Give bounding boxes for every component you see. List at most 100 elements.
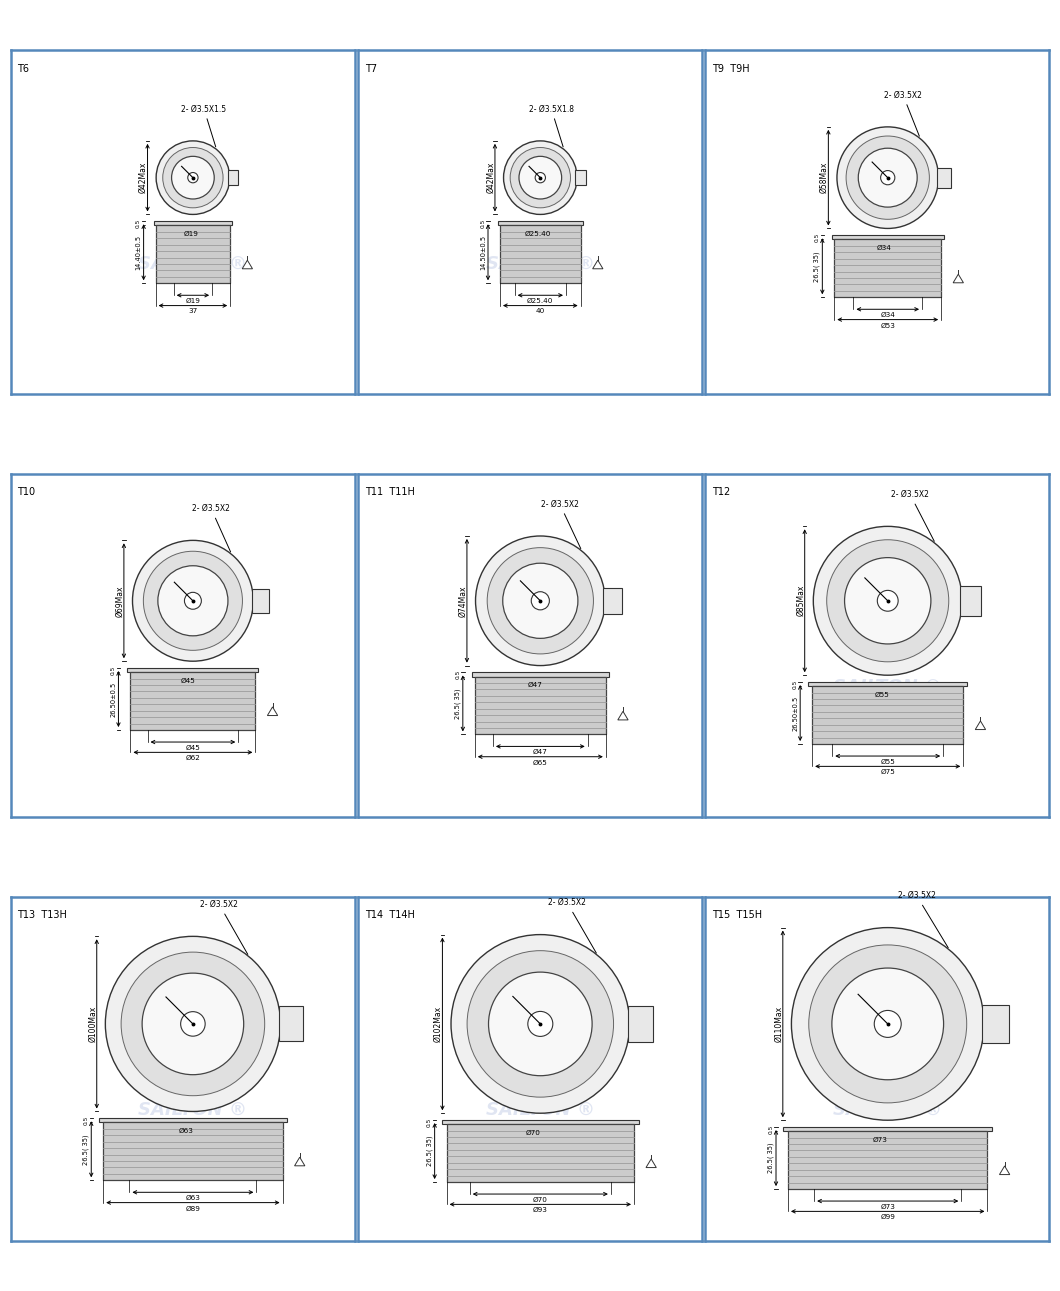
Text: 26.5( 35): 26.5( 35)	[455, 688, 461, 719]
Text: T13  T13H: T13 T13H	[17, 910, 68, 920]
Text: 0.5: 0.5	[455, 670, 460, 679]
Text: 0.5: 0.5	[793, 679, 797, 689]
Text: 0.5: 0.5	[427, 1118, 432, 1127]
Text: Ø42Max: Ø42Max	[487, 161, 495, 194]
Text: 0.5: 0.5	[815, 232, 819, 243]
Circle shape	[528, 1011, 553, 1037]
Circle shape	[859, 148, 917, 207]
Text: 0.5: 0.5	[768, 1124, 774, 1133]
Circle shape	[535, 173, 546, 183]
Text: T6: T6	[17, 65, 30, 74]
Bar	[127, 667, 259, 673]
Circle shape	[531, 591, 549, 609]
Text: 2- Ø3.5X2: 2- Ø3.5X2	[200, 900, 248, 954]
Text: Ø73: Ø73	[880, 1203, 895, 1210]
Bar	[475, 676, 605, 735]
Circle shape	[878, 590, 898, 611]
Circle shape	[172, 156, 214, 199]
Circle shape	[180, 1012, 206, 1037]
Text: SAILTON ®: SAILTON ®	[485, 678, 595, 696]
Bar	[834, 239, 941, 297]
Text: Ø62: Ø62	[186, 755, 200, 762]
Text: SAILTON ®: SAILTON ®	[139, 678, 247, 696]
Circle shape	[450, 935, 630, 1113]
Text: SAILTON ®: SAILTON ®	[485, 1101, 595, 1119]
Text: Ø55: Ø55	[874, 692, 889, 697]
Text: 0.5: 0.5	[480, 218, 485, 229]
Circle shape	[827, 540, 949, 662]
Text: Ø55: Ø55	[880, 759, 895, 764]
Text: 2- Ø3.5X2: 2- Ø3.5X2	[541, 500, 581, 549]
Circle shape	[510, 147, 570, 208]
Text: Ø47: Ø47	[528, 682, 543, 688]
Circle shape	[156, 141, 230, 214]
Text: 14.50±0.5: 14.50±0.5	[480, 235, 485, 270]
Text: 2- Ø3.5X2: 2- Ø3.5X2	[192, 503, 231, 553]
Text: Ø25.40: Ø25.40	[525, 231, 551, 236]
Bar	[576, 170, 586, 185]
Text: 26.50±0.5: 26.50±0.5	[110, 682, 117, 717]
Text: 26.5( 35): 26.5( 35)	[814, 250, 820, 281]
Text: 26.5( 35): 26.5( 35)	[767, 1143, 774, 1174]
Text: Ø85Max: Ø85Max	[796, 585, 806, 617]
Circle shape	[813, 527, 962, 675]
Circle shape	[846, 136, 930, 219]
Bar	[498, 221, 583, 226]
Bar	[783, 1127, 992, 1131]
Circle shape	[874, 1011, 901, 1038]
Text: Ø34: Ø34	[880, 312, 895, 318]
Text: Ø19: Ø19	[183, 231, 198, 236]
Bar	[500, 226, 581, 283]
Circle shape	[881, 170, 895, 185]
Bar	[788, 1131, 988, 1189]
Text: Ø73: Ø73	[873, 1136, 888, 1143]
Text: Ø42Max: Ø42Max	[139, 161, 148, 194]
Text: T7: T7	[365, 65, 377, 74]
Text: SAILTON ®: SAILTON ®	[485, 254, 595, 272]
Bar	[251, 589, 268, 613]
Text: Ø19: Ø19	[186, 298, 200, 303]
Text: 0.5: 0.5	[111, 665, 116, 675]
Text: 26.5( 35): 26.5( 35)	[426, 1136, 432, 1166]
Text: 0.5: 0.5	[84, 1115, 89, 1124]
Bar	[983, 1004, 1009, 1043]
Text: 2- Ø3.5X2: 2- Ø3.5X2	[898, 891, 949, 948]
Bar	[446, 1124, 634, 1183]
Text: Ø99: Ø99	[880, 1214, 895, 1220]
Text: Ø34: Ø34	[877, 244, 891, 250]
Circle shape	[504, 141, 577, 214]
Bar	[156, 226, 230, 283]
Circle shape	[809, 945, 967, 1103]
Bar	[130, 673, 255, 729]
Text: 14.40±0.5: 14.40±0.5	[136, 235, 141, 270]
Text: T14  T14H: T14 T14H	[365, 910, 414, 920]
Text: Ø74Max: Ø74Max	[458, 585, 467, 617]
Text: Ø47: Ø47	[533, 749, 548, 755]
Bar	[103, 1122, 283, 1180]
Bar	[154, 221, 232, 226]
Bar	[812, 687, 964, 744]
Text: T15  T15H: T15 T15H	[712, 910, 762, 920]
Bar	[279, 1007, 303, 1042]
Text: T10: T10	[17, 487, 36, 497]
Text: Ø89: Ø89	[186, 1206, 200, 1211]
Text: 40: 40	[535, 309, 545, 314]
Circle shape	[142, 973, 244, 1074]
Bar	[960, 586, 982, 616]
Text: 37: 37	[189, 309, 197, 314]
Circle shape	[832, 968, 943, 1079]
Text: Ø102Max: Ø102Max	[434, 1006, 443, 1042]
Text: 2- Ø3.5X2: 2- Ø3.5X2	[884, 90, 922, 136]
Text: 2- Ø3.5X1.8: 2- Ø3.5X1.8	[529, 105, 573, 147]
Bar	[628, 1006, 653, 1042]
Circle shape	[143, 551, 243, 651]
Circle shape	[158, 565, 228, 636]
Text: 2- Ø3.5X2: 2- Ø3.5X2	[891, 489, 934, 541]
Text: SAILTON ®: SAILTON ®	[139, 254, 247, 272]
Bar	[937, 168, 951, 187]
Circle shape	[132, 541, 253, 661]
Circle shape	[163, 147, 223, 208]
Text: Ø63: Ø63	[186, 1195, 200, 1201]
Text: Ø69Max: Ø69Max	[116, 585, 124, 617]
Circle shape	[184, 593, 201, 609]
